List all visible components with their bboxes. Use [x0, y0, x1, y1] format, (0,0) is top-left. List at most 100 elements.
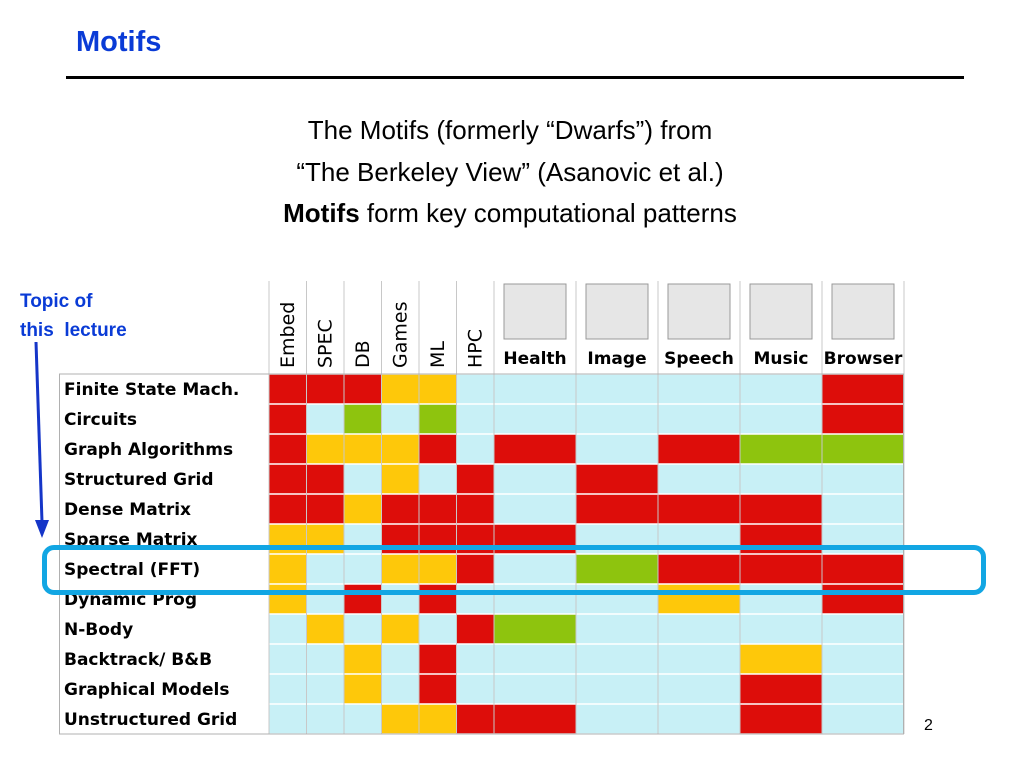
- grid-cell: [419, 464, 457, 494]
- column-header-image: Image: [587, 349, 646, 369]
- column-header-browser: Browser: [824, 349, 903, 369]
- grid-cell: [822, 644, 904, 674]
- grid-cell: [822, 464, 904, 494]
- row-label: Dense Matrix: [64, 500, 191, 520]
- grid-cell: [658, 584, 740, 614]
- grid-cell: [740, 704, 822, 734]
- grid-cell: [419, 404, 457, 434]
- grid-cell: [456, 374, 494, 404]
- grid-cell: [456, 434, 494, 464]
- grid-cell: [494, 554, 576, 584]
- subtitle-line-3: Motifs form key computational patterns: [130, 197, 890, 229]
- grid-cell: [576, 644, 658, 674]
- grid-cell: [306, 704, 344, 734]
- grid-cell: [344, 644, 382, 674]
- grid-cell: [419, 554, 457, 584]
- grid-cell: [576, 614, 658, 644]
- grid-cell: [740, 674, 822, 704]
- grid-cell: [822, 404, 904, 434]
- column-header-spec: SPEC: [314, 319, 336, 368]
- grid-cell: [306, 434, 344, 464]
- grid-cell: [740, 464, 822, 494]
- grid-cell: [419, 704, 457, 734]
- topic-note: Topic of this lecture: [20, 287, 127, 345]
- grid-cell: [822, 434, 904, 464]
- grid-cell: [344, 494, 382, 524]
- grid-cell: [658, 404, 740, 434]
- grid-cell: [658, 554, 740, 584]
- grid-cell: [269, 494, 307, 524]
- title-divider: [66, 76, 964, 79]
- grid-cell: [344, 584, 382, 614]
- grid-cell: [494, 464, 576, 494]
- grid-cell: [344, 674, 382, 704]
- grid-cell: [419, 374, 457, 404]
- grid-cell: [576, 494, 658, 524]
- grid-cell: [822, 554, 904, 584]
- grid-cell: [740, 644, 822, 674]
- grid-cell: [269, 584, 307, 614]
- grid-cell: [306, 404, 344, 434]
- image-picture: [585, 283, 649, 340]
- health-picture: [503, 283, 567, 340]
- grid-cell: [269, 404, 307, 434]
- grid-cell: [269, 434, 307, 464]
- grid-cell: [576, 374, 658, 404]
- grid-cell: [419, 614, 457, 644]
- row-label: Graphical Models: [64, 680, 229, 700]
- grid-cell: [456, 464, 494, 494]
- row-label: Unstructured Grid: [64, 710, 237, 730]
- grid-cell: [576, 404, 658, 434]
- grid-cell: [456, 584, 494, 614]
- slide-title: Motifs: [76, 26, 162, 58]
- grid-cell: [344, 614, 382, 644]
- row-label: Graph Algorithms: [64, 440, 233, 460]
- grid-cell: [494, 404, 576, 434]
- grid-cell: [306, 494, 344, 524]
- grid-cell: [381, 584, 419, 614]
- grid-cell: [658, 614, 740, 644]
- grid-cell: [822, 494, 904, 524]
- grid-cell: [419, 674, 457, 704]
- grid-cell: [740, 494, 822, 524]
- grid-cell: [306, 614, 344, 644]
- grid-cell: [306, 644, 344, 674]
- grid-cell: [494, 704, 576, 734]
- grid-cell: [269, 704, 307, 734]
- grid-cell: [576, 674, 658, 704]
- grid-cell: [381, 554, 419, 584]
- grid-cell: [822, 704, 904, 734]
- grid-cell: [306, 584, 344, 614]
- motif-grid: Embed SPEC DB Games ML HPC Health Image Speech Mu…: [59, 281, 917, 739]
- grid-cell: [381, 434, 419, 464]
- grid-cell: [658, 704, 740, 734]
- grid-cell: [456, 494, 494, 524]
- grid-cell: [381, 464, 419, 494]
- grid-cell: [344, 554, 382, 584]
- grid-cell: [658, 644, 740, 674]
- column-header-music: Music: [753, 349, 808, 369]
- column-header-hpc: HPC: [464, 329, 486, 368]
- grid-cell: [381, 404, 419, 434]
- motif-grid-svg: Embed SPEC DB Games ML HPC Health Image Speech Mu…: [59, 281, 905, 735]
- grid-cell: [576, 704, 658, 734]
- grid-border: [59, 373, 904, 735]
- grid-cell: [658, 434, 740, 464]
- column-header-speech: Speech: [664, 349, 734, 369]
- row-label: Finite State Mach.: [64, 380, 239, 400]
- grid-cell: [269, 554, 307, 584]
- grid-cell: [344, 374, 382, 404]
- grid-cell: [822, 614, 904, 644]
- topic-arrow-icon: [34, 341, 49, 538]
- grid-cell: [494, 674, 576, 704]
- column-header-embed: Embed: [277, 302, 299, 368]
- grid-cell: [269, 614, 307, 644]
- grid-cell: [658, 374, 740, 404]
- grid-cell: [269, 374, 307, 404]
- column-header-ml: ML: [427, 341, 449, 368]
- topic-note-line-2: this lecture: [20, 320, 127, 341]
- grid-cell: [494, 374, 576, 404]
- page-number: 2: [924, 717, 933, 734]
- column-header-health: Health: [503, 349, 566, 369]
- grid-cell: [456, 674, 494, 704]
